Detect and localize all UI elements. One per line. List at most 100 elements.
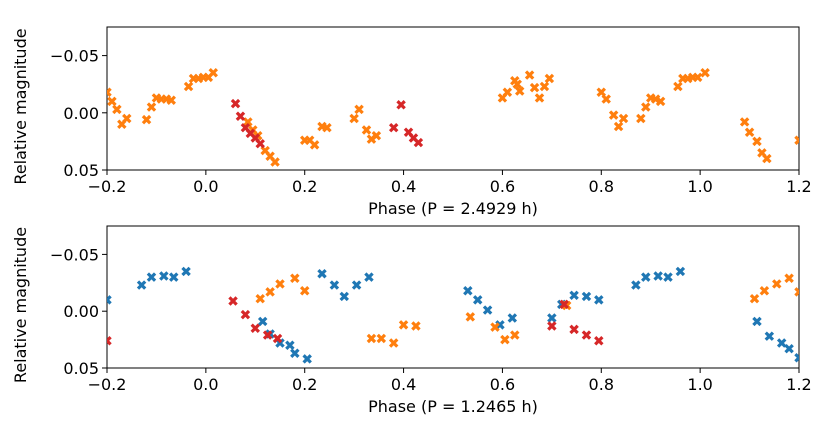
x-tick-label: −0.2 xyxy=(88,177,127,196)
data-point-orange xyxy=(692,72,703,83)
data-point-orange xyxy=(752,136,762,147)
data-point-orange xyxy=(744,127,755,137)
data-point-blue xyxy=(784,343,794,354)
data-point-blue xyxy=(107,295,112,305)
data-point-blue xyxy=(168,272,179,282)
y-tick-label: −0.05 xyxy=(50,47,99,66)
data-point-orange xyxy=(208,68,219,78)
data-point-orange xyxy=(772,279,782,289)
top-data-points xyxy=(107,68,799,167)
data-point-orange xyxy=(265,287,275,297)
data-point-blue xyxy=(495,320,505,330)
data-point-orange xyxy=(122,113,132,124)
data-point-orange xyxy=(299,286,310,296)
data-point-red xyxy=(581,330,592,340)
data-point-red xyxy=(240,309,251,320)
data-point-orange xyxy=(141,114,152,125)
y-tick-label: 0.05 xyxy=(63,359,99,378)
data-point-red xyxy=(107,336,112,346)
data-point-orange xyxy=(500,334,510,345)
data-point-orange xyxy=(107,96,117,107)
data-point-blue xyxy=(463,286,473,296)
y-tick-label: 0.00 xyxy=(63,302,99,321)
bottom-panel: −0.2 0.0 0.2 0.4 0.6 0.8 1.0 1.2 −0.050.000.05 … xyxy=(11,225,812,416)
data-point-blue xyxy=(653,271,663,281)
x-tick-label: 1.0 xyxy=(687,375,712,394)
data-point-orange xyxy=(601,94,611,104)
data-point-orange xyxy=(490,322,500,332)
data-point-orange xyxy=(146,102,157,112)
y-tick-label: 0.00 xyxy=(63,104,99,123)
data-point-blue xyxy=(472,295,483,305)
y-tick-label: −0.05 xyxy=(50,245,99,264)
top-panel: −0.2 0.0 0.2 0.4 0.6 0.8 1.0 1.2 −0.050.000.05 … xyxy=(11,26,812,218)
data-point-blue xyxy=(302,354,312,364)
data-point-orange xyxy=(749,293,760,304)
data-point-orange xyxy=(700,68,710,78)
data-point-orange xyxy=(641,102,651,112)
top-plot-frame xyxy=(106,26,800,171)
data-point-blue xyxy=(663,272,673,282)
bottom-x-axis-label: Phase (P = 1.2465 h) xyxy=(368,397,538,416)
data-point-red xyxy=(235,111,246,121)
data-point-blue xyxy=(351,280,362,290)
data-point-blue xyxy=(364,272,374,282)
data-point-red xyxy=(413,137,424,148)
data-point-orange xyxy=(655,96,666,107)
data-point-orange xyxy=(524,70,535,80)
data-point-orange xyxy=(183,81,194,92)
bottom-y-axis-ticks: −0.05 0.00 0.05 xyxy=(50,245,107,378)
data-point-blue xyxy=(507,313,518,323)
bottom-x-axis-ticks: −0.2 0.0 0.2 0.4 0.6 0.8 1.0 1.2 xyxy=(88,368,812,394)
data-point-blue xyxy=(317,268,327,279)
data-point-orange xyxy=(636,113,646,124)
data-point-orange xyxy=(650,94,661,104)
data-point-red xyxy=(559,299,569,310)
top-x-axis-label: Phase (P = 2.4929 h) xyxy=(368,199,538,218)
data-point-orange xyxy=(275,279,285,289)
data-point-red xyxy=(272,333,283,344)
data-point-orange xyxy=(512,79,522,89)
data-point-orange xyxy=(270,157,280,167)
data-point-orange xyxy=(112,104,122,115)
data-point-orange xyxy=(322,122,332,133)
data-point-blue xyxy=(631,280,641,290)
x-tick-label: 1.0 xyxy=(687,177,712,196)
data-point-red xyxy=(594,336,604,346)
data-point-blue xyxy=(581,291,592,302)
data-point-orange xyxy=(366,333,377,344)
x-tick-label: 0.0 xyxy=(193,375,218,394)
data-point-blue xyxy=(776,338,787,348)
data-point-orange xyxy=(618,113,629,124)
data-point-blue xyxy=(641,272,651,282)
data-point-blue xyxy=(339,291,349,302)
bottom-plot-frame xyxy=(106,225,800,369)
data-point-blue xyxy=(547,313,557,323)
data-point-orange xyxy=(376,333,387,344)
data-point-orange xyxy=(502,87,513,97)
data-point-orange xyxy=(534,93,545,103)
data-point-orange xyxy=(613,121,624,132)
data-point-orange xyxy=(539,81,550,92)
top-y-axis-ticks: −0.05 0.00 0.05 xyxy=(50,47,107,180)
data-point-orange xyxy=(465,312,476,322)
top-y-axis-label: Relative magnitude xyxy=(11,28,30,184)
data-point-blue xyxy=(764,331,775,341)
data-point-orange xyxy=(544,73,555,84)
bottom-y-axis-label: Relative magnitude xyxy=(11,227,30,383)
data-point-orange xyxy=(290,273,300,283)
data-point-red xyxy=(230,98,241,109)
data-point-orange xyxy=(514,86,525,96)
x-tick-label: −0.2 xyxy=(88,375,127,394)
x-tick-label: 0.6 xyxy=(490,375,515,394)
data-point-red xyxy=(569,324,579,335)
data-point-orange xyxy=(398,320,409,330)
data-point-blue xyxy=(569,290,579,301)
data-point-orange xyxy=(388,338,399,348)
data-point-blue xyxy=(181,266,191,277)
data-point-blue xyxy=(329,280,340,290)
data-point-blue xyxy=(794,353,799,363)
data-point-orange xyxy=(309,140,320,150)
data-point-blue xyxy=(159,271,169,281)
